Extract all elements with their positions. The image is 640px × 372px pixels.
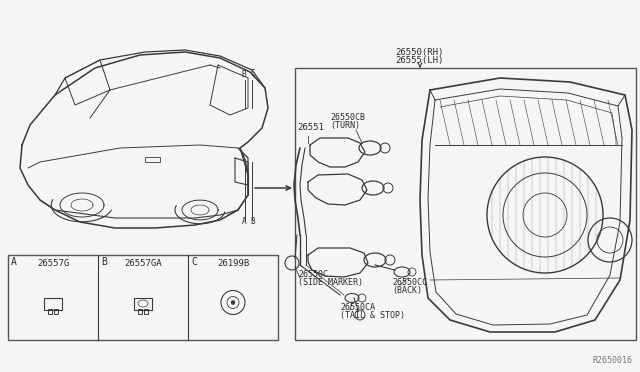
Text: 26550(RH): 26550(RH) — [396, 48, 444, 57]
Text: 26550C: 26550C — [298, 270, 328, 279]
Text: 26551: 26551 — [297, 123, 324, 132]
Text: (TAIL & STOP): (TAIL & STOP) — [340, 311, 405, 320]
Text: (TURN): (TURN) — [330, 121, 360, 130]
Bar — [44, 298, 62, 310]
Text: C: C — [191, 257, 197, 267]
Circle shape — [231, 301, 235, 305]
Text: 26557G: 26557G — [37, 259, 69, 268]
Text: (SIDE MARKER): (SIDE MARKER) — [298, 278, 363, 287]
Bar — [145, 157, 160, 162]
Bar — [138, 308, 142, 314]
Text: B: B — [251, 217, 255, 226]
Text: 26550CA: 26550CA — [340, 303, 375, 312]
Text: 26550CC: 26550CC — [392, 278, 427, 287]
Text: B: B — [101, 257, 107, 267]
Text: 26557GA: 26557GA — [124, 259, 162, 268]
Bar — [144, 308, 148, 314]
Text: 26199B: 26199B — [217, 259, 249, 268]
Text: B: B — [242, 70, 246, 79]
Text: R2650016: R2650016 — [592, 356, 632, 365]
Bar — [295, 68, 636, 340]
Text: A: A — [242, 217, 246, 226]
Text: A: A — [11, 257, 17, 267]
Text: (BACK): (BACK) — [392, 286, 422, 295]
Bar — [134, 298, 152, 310]
Bar — [48, 308, 52, 314]
Bar — [8, 255, 278, 340]
Text: 26550CB: 26550CB — [330, 113, 365, 122]
Text: 26555(LH): 26555(LH) — [396, 56, 444, 65]
Bar — [54, 308, 58, 314]
Text: C: C — [251, 69, 255, 78]
